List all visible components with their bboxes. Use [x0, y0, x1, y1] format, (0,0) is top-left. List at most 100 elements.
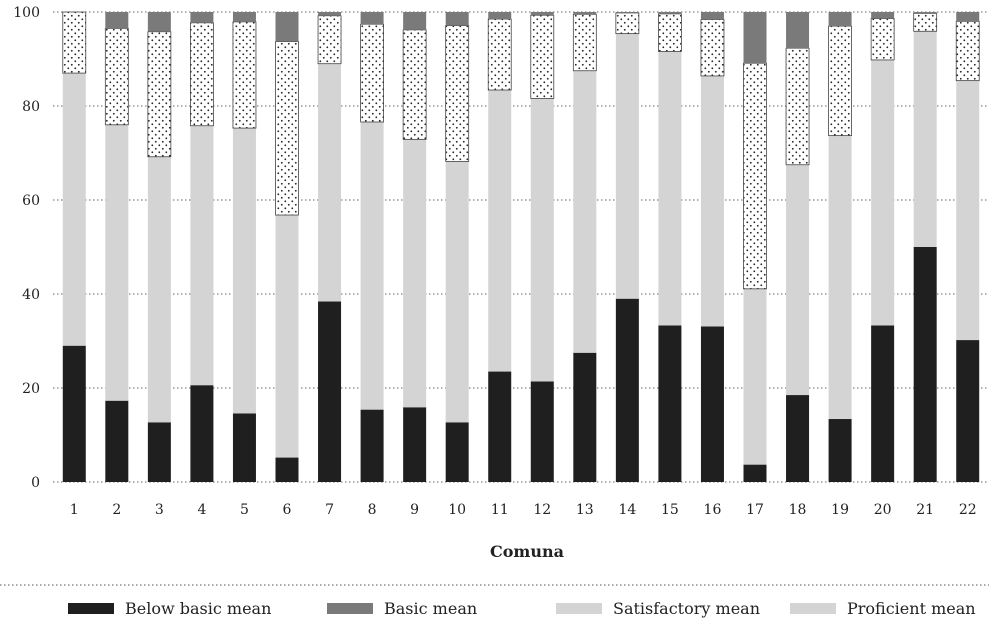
x-tick-label: 19	[831, 502, 849, 518]
y-tick-label: 80	[22, 99, 40, 115]
bar-basic-mean-22	[956, 12, 980, 22]
bar-below-basic-mean-19	[828, 419, 852, 482]
bar-below-basic-mean-6	[275, 457, 299, 482]
x-tick-label: 7	[325, 502, 334, 518]
bar-stack-6	[275, 12, 299, 482]
bar-basic-mean-13	[573, 12, 597, 15]
legend-swatch	[68, 603, 114, 614]
y-tick-label: 100	[13, 5, 40, 21]
bar-proficient-mean-2	[104, 28, 129, 126]
x-tick-label: 11	[491, 502, 509, 518]
bar-stack-2	[104, 12, 129, 482]
bar-below-basic-mean-9	[403, 407, 427, 482]
bar-below-basic-mean-18	[786, 395, 810, 482]
bar-below-basic-mean-13	[573, 352, 597, 482]
legend-label: Basic mean	[384, 599, 477, 618]
bar-basic-mean-14	[615, 12, 639, 13]
x-tick-label: 13	[576, 502, 594, 518]
x-tick-label: 14	[618, 502, 636, 518]
bar-stack-16	[700, 12, 725, 482]
bar-basic-mean-6	[275, 12, 299, 42]
bar-proficient-mean-15	[658, 13, 682, 52]
bar-proficient-mean-3	[147, 31, 172, 158]
bar-below-basic-mean-22	[956, 340, 980, 482]
x-tick-label: 16	[704, 502, 722, 518]
bar-basic-mean-5	[232, 12, 256, 22]
bars	[62, 11, 980, 482]
bar-satisfactory-mean-6	[275, 215, 299, 458]
bar-stack-3	[147, 12, 172, 482]
bar-basic-mean-3	[147, 12, 171, 32]
bar-stack-11	[487, 12, 512, 482]
bar-satisfactory-mean-21	[913, 31, 937, 247]
bar-satisfactory-mean-9	[403, 139, 427, 408]
bar-stack-22	[955, 12, 980, 482]
bar-satisfactory-mean-3	[147, 156, 171, 423]
bar-basic-mean-20	[871, 12, 895, 19]
bar-stack-5	[232, 12, 257, 482]
bar-below-basic-mean-14	[615, 298, 639, 482]
bar-proficient-mean-17	[743, 62, 767, 290]
legend-item-satisfactory-mean: Satisfactory mean	[556, 599, 760, 618]
bar-below-basic-mean-8	[360, 409, 384, 482]
x-tick-label: 20	[874, 502, 892, 518]
bar-proficient-mean-7	[317, 15, 342, 65]
bar-satisfactory-mean-2	[105, 124, 129, 401]
bar-proficient-mean-22	[955, 20, 980, 82]
bar-proficient-mean-4	[190, 22, 214, 127]
bar-stack-4	[190, 12, 214, 482]
bar-proficient-mean-20	[870, 18, 895, 61]
bar-proficient-mean-1	[62, 11, 87, 74]
bar-proficient-mean-10	[445, 25, 470, 162]
y-axis-ticks: 0 20 40 60 80 100	[13, 5, 40, 491]
bar-below-basic-mean-3	[147, 422, 171, 482]
bar-stack-19	[828, 12, 852, 482]
bar-stack-8	[360, 12, 384, 482]
x-tick-label: 4	[197, 502, 206, 518]
bar-proficient-mean-13	[572, 13, 597, 72]
bar-stack-13	[572, 12, 597, 482]
x-tick-label: 5	[240, 502, 249, 518]
bar-below-basic-mean-16	[700, 326, 724, 482]
legend-label: Below basic mean	[125, 599, 271, 618]
bar-below-basic-mean-15	[658, 325, 682, 482]
bar-basic-mean-9	[403, 12, 427, 30]
bar-basic-mean-17	[743, 12, 767, 64]
bar-satisfactory-mean-13	[573, 70, 597, 353]
x-axis-title: Comuna	[490, 542, 564, 561]
bar-satisfactory-mean-16	[700, 75, 724, 327]
bar-satisfactory-mean-15	[658, 51, 682, 326]
bar-proficient-mean-14	[615, 12, 640, 35]
bar-satisfactory-mean-10	[445, 161, 469, 423]
bar-proficient-mean-6	[275, 41, 299, 216]
legend-label: Satisfactory mean	[613, 599, 760, 618]
bar-basic-mean-10	[445, 12, 469, 26]
bar-proficient-mean-12	[530, 14, 555, 99]
bar-stack-20	[870, 12, 895, 482]
x-tick-label: 2	[112, 502, 121, 518]
bar-satisfactory-mean-4	[190, 125, 214, 386]
x-tick-label: 3	[155, 502, 164, 518]
x-tick-label: 17	[746, 502, 764, 518]
bar-below-basic-mean-10	[445, 422, 469, 482]
bar-below-basic-mean-21	[913, 247, 937, 482]
legend-swatch	[790, 603, 836, 614]
legend-item-below-basic-mean: Below basic mean	[68, 599, 271, 618]
bar-stack-21	[913, 12, 938, 482]
x-tick-label: 12	[533, 502, 551, 518]
bar-proficient-mean-18	[785, 47, 810, 166]
x-axis-ticks: 1 2 3 4 5 6 7 8 9 10 11 12 13 14 15 16 17 18 19 20 21 22	[70, 502, 977, 518]
legend: Below basic mean Basic mean Satisfactory m…	[68, 599, 976, 618]
bar-basic-mean-2	[105, 12, 129, 29]
bar-proficient-mean-5	[232, 21, 257, 129]
bar-stack-10	[445, 12, 470, 482]
legend-swatch	[327, 603, 373, 614]
bar-satisfactory-mean-11	[488, 90, 512, 372]
legend-item-proficient-mean: Proficient mean	[790, 599, 976, 618]
bar-below-basic-mean-5	[232, 413, 256, 482]
bar-satisfactory-mean-1	[62, 73, 86, 346]
bar-satisfactory-mean-8	[360, 121, 384, 410]
bar-basic-mean-4	[190, 12, 214, 23]
bar-basic-mean-11	[488, 12, 512, 20]
